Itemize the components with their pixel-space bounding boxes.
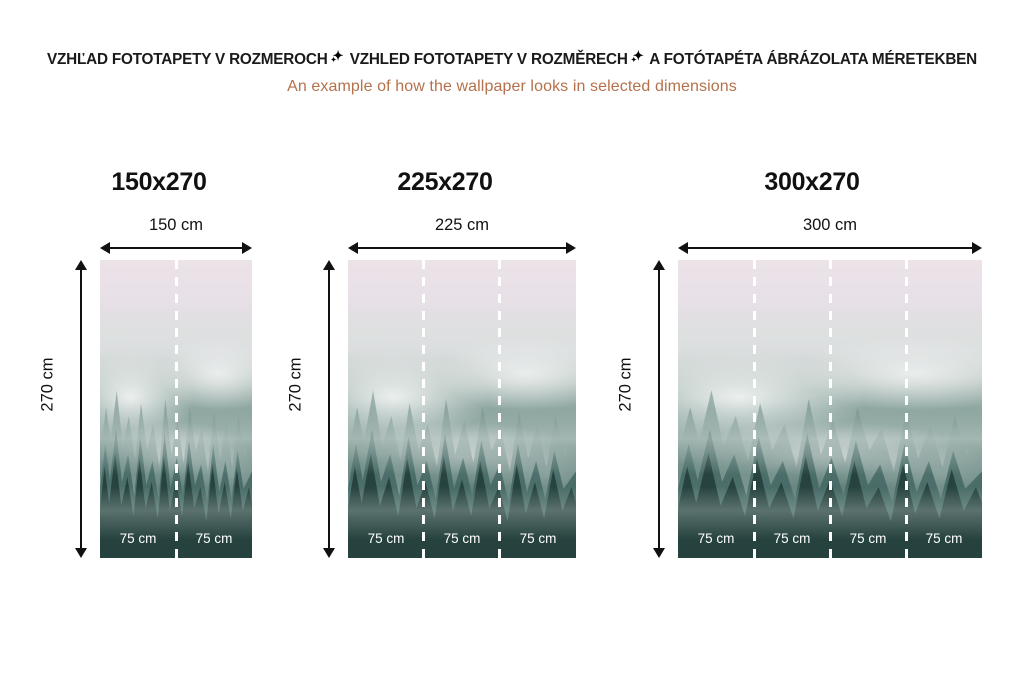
arrow-head-down-icon — [653, 548, 665, 558]
page-title-segment-cz: VZHLED FOTOTAPETY V ROZMĚRECH — [349, 51, 628, 68]
arrow-head-left-icon — [348, 242, 358, 254]
arrow-head-down-icon — [323, 548, 335, 558]
arrow-head-right-icon — [242, 242, 252, 254]
width-dimension-arrow — [348, 241, 576, 255]
page-subtitle: An example of how the wallpaper looks in… — [287, 78, 737, 95]
wallpaper-preview: 75 cm 75 cm — [100, 260, 252, 558]
height-dimension-label: 270 cm — [616, 357, 635, 412]
arrow-head-up-icon — [323, 260, 335, 270]
height-dimension-arrow — [74, 260, 88, 558]
panel-title: 300x270 — [764, 168, 860, 196]
height-dimension-label: 270 cm — [38, 357, 57, 412]
arrow-head-right-icon — [566, 242, 576, 254]
arrow-head-up-icon — [75, 260, 87, 270]
strip-divider — [422, 260, 426, 558]
arrow-head-right-icon — [972, 242, 982, 254]
page-title: VZHĽAD FOTOTAPETY V ROZMEROCH ✦ ✦ VZHLED… — [0, 47, 1024, 70]
strip-divider — [752, 260, 756, 558]
width-dimension-label: 300 cm — [802, 216, 858, 234]
width-dimension-label: 150 cm — [148, 216, 204, 234]
size-panel-150x270: 150x270 150 cm 270 cm — [38, 160, 258, 590]
page-title-segment-hu: A FOTÓTAPÉTA ÁBRÁZOLATA MÉRETEKBEN — [649, 51, 978, 68]
page-header: VZHĽAD FOTOTAPETY V ROZMEROCH ✦ ✦ VZHLED… — [0, 47, 1024, 96]
arrow-head-left-icon — [100, 242, 110, 254]
arrow-head-down-icon — [75, 548, 87, 558]
strip-divider — [904, 260, 908, 558]
width-dimension-arrow — [100, 241, 252, 255]
panel-title: 150x270 — [111, 168, 207, 196]
strip-width-label: 75 cm — [443, 531, 481, 546]
strip-divider — [828, 260, 832, 558]
strip-width-label: 75 cm — [697, 531, 735, 546]
arrow-head-up-icon — [653, 260, 665, 270]
strip-width-label: 75 cm — [849, 531, 887, 546]
strip-width-label: 75 cm — [195, 531, 233, 546]
height-dimension-label: 270 cm — [286, 357, 305, 412]
size-panel-300x270: 300x270 300 cm 270 cm — [616, 160, 984, 590]
wallpaper-preview: 75 cm 75 cm 75 cm 75 cm — [678, 260, 982, 558]
page-title-segment-sk: VZHĽAD FOTOTAPETY V ROZMEROCH — [46, 51, 328, 68]
strip-width-label: 75 cm — [119, 531, 157, 546]
strip-width-label: 75 cm — [925, 531, 963, 546]
height-dimension-arrow — [652, 260, 666, 558]
sparkle-icon: ✦ ✦ — [630, 47, 644, 64]
height-dimension-arrow — [322, 260, 336, 558]
strip-divider — [174, 260, 178, 558]
sparkle-icon: ✦ ✦ — [330, 47, 344, 64]
width-dimension-arrow — [678, 241, 982, 255]
wallpaper-preview: 75 cm 75 cm 75 cm — [348, 260, 576, 558]
strip-divider — [498, 260, 502, 558]
strip-width-label: 75 cm — [773, 531, 811, 546]
arrow-head-left-icon — [678, 242, 688, 254]
panel-title: 225x270 — [397, 168, 493, 196]
width-dimension-label: 225 cm — [434, 216, 490, 234]
strip-width-label: 75 cm — [367, 531, 405, 546]
size-panel-225x270: 225x270 225 cm 270 cm — [286, 160, 580, 590]
size-preview-panels: 150x270 150 cm 270 cm — [0, 160, 1024, 590]
strip-width-label: 75 cm — [519, 531, 557, 546]
